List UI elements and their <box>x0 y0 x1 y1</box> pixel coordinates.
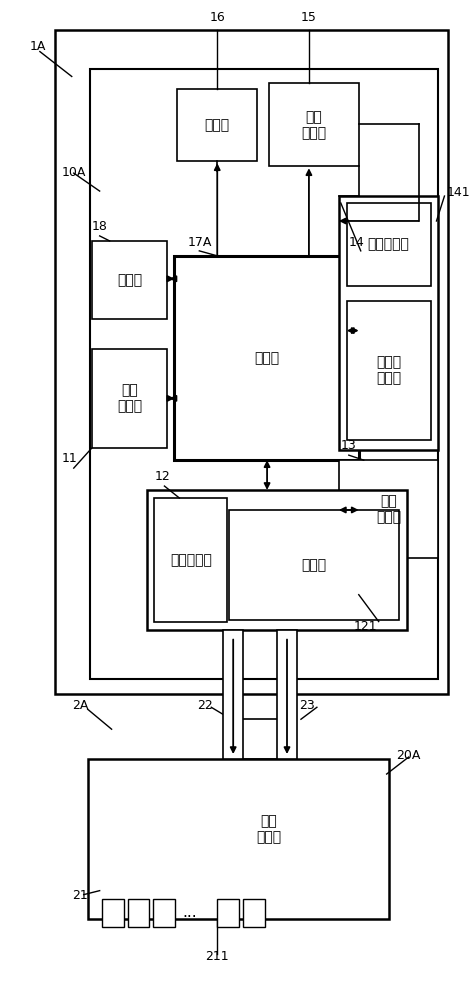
Text: 23: 23 <box>299 699 315 712</box>
Bar <box>229 510 399 620</box>
Bar <box>128 899 150 927</box>
Text: 图像存
储器部: 图像存 储器部 <box>376 355 401 386</box>
Bar <box>339 196 438 450</box>
Bar <box>92 241 167 319</box>
Text: 1A: 1A <box>30 40 46 53</box>
Bar <box>92 349 167 448</box>
Bar <box>177 89 257 161</box>
Bar <box>55 30 448 694</box>
Text: 11: 11 <box>62 452 77 465</box>
Text: 21: 21 <box>72 889 87 902</box>
Bar <box>347 203 430 286</box>
Text: 显示
控制部: 显示 控制部 <box>301 110 326 140</box>
Bar <box>102 899 124 927</box>
Text: 121: 121 <box>354 620 378 633</box>
Text: 141: 141 <box>446 186 470 199</box>
Text: 211: 211 <box>205 950 229 963</box>
Text: 操作
输入部: 操作 输入部 <box>117 383 142 413</box>
Bar <box>153 899 175 927</box>
Text: 图像处理部: 图像处理部 <box>368 237 409 251</box>
Bar <box>88 759 389 919</box>
Bar <box>90 69 438 679</box>
Text: 18: 18 <box>92 220 107 233</box>
Bar <box>277 630 297 759</box>
Text: ...: ... <box>182 905 197 920</box>
Text: 10A: 10A <box>62 166 86 179</box>
Text: 15: 15 <box>301 11 317 24</box>
Text: 16: 16 <box>209 11 225 24</box>
Text: 22: 22 <box>197 699 213 712</box>
Text: 放大器: 放大器 <box>301 558 326 572</box>
Text: 存储部: 存储部 <box>117 273 142 287</box>
Bar <box>154 498 227 622</box>
Text: 20A: 20A <box>397 749 421 762</box>
Text: 2A: 2A <box>72 699 88 712</box>
Bar <box>269 83 359 166</box>
Bar <box>243 899 265 927</box>
Text: 控制部: 控制部 <box>254 351 279 365</box>
Text: 13: 13 <box>341 439 357 452</box>
Bar <box>223 630 243 759</box>
Text: 17A: 17A <box>187 236 212 249</box>
Bar <box>217 899 239 927</box>
Text: 显示部: 显示部 <box>205 118 230 132</box>
Bar <box>339 460 438 558</box>
Bar <box>174 256 359 460</box>
Text: 图像
生成部: 图像 生成部 <box>376 494 401 524</box>
Bar <box>147 490 407 630</box>
Text: 12: 12 <box>154 470 170 483</box>
Text: 发送接收部: 发送接收部 <box>170 553 212 567</box>
Bar <box>347 301 430 440</box>
Text: 14: 14 <box>349 236 364 249</box>
Text: 超声
波探头: 超声 波探头 <box>256 814 282 844</box>
